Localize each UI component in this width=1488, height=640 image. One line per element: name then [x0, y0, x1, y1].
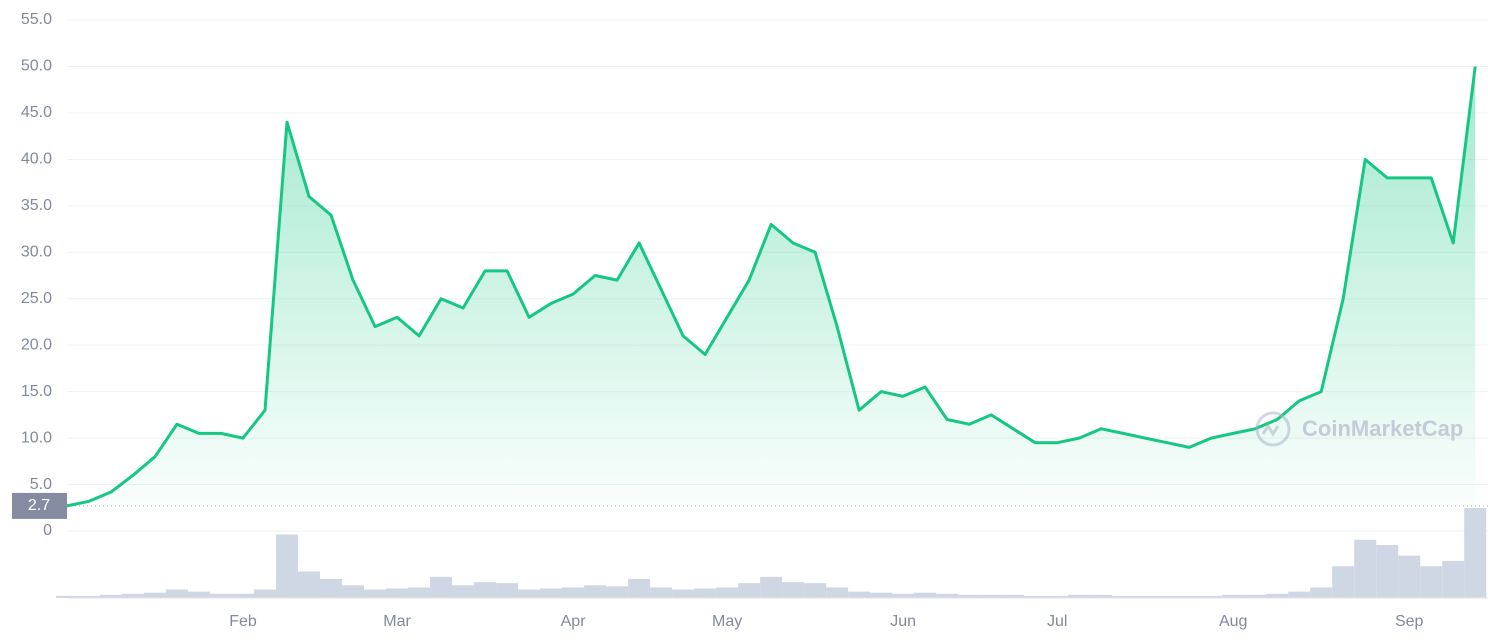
volume-bar: [386, 588, 409, 598]
price-marker-box: [12, 492, 67, 519]
volume-bar: [276, 534, 299, 598]
volume-bar: [1068, 594, 1091, 598]
y-tick-label: 30.0: [21, 243, 52, 260]
y-tick-label: 50.0: [21, 58, 52, 75]
volume-bar: [1156, 595, 1179, 598]
volume-bar: [980, 594, 1003, 598]
volume-bar: [1090, 594, 1113, 598]
volume-bar: [1002, 594, 1025, 598]
volume-bar: [540, 588, 563, 598]
volume-bar: [1134, 595, 1157, 598]
volume-bar: [122, 593, 145, 598]
price-area: [67, 66, 1476, 506]
x-tick-label: Feb: [229, 613, 257, 630]
watermark: CoinMarketCap: [1302, 416, 1463, 441]
volume-bar: [1398, 555, 1421, 598]
y-tick-label: 5.0: [30, 476, 52, 493]
volume-bar: [1112, 595, 1135, 598]
volume-bar: [870, 592, 893, 598]
volume-bar: [342, 585, 365, 598]
x-tick-label: Mar: [383, 613, 411, 630]
volume-bar: [1024, 595, 1047, 598]
volume-bar: [562, 587, 585, 598]
volume-bar: [1046, 595, 1069, 598]
volume-bar: [1376, 545, 1399, 598]
volume-bar: [144, 592, 167, 598]
volume-bar: [650, 587, 673, 598]
volume-bar: [1354, 539, 1377, 598]
volume-bar: [254, 589, 277, 598]
volume-bar: [474, 582, 497, 598]
volume-bar: [672, 589, 695, 598]
volume-bar: [496, 583, 519, 598]
volume-bar: [430, 576, 453, 598]
volume-bar: [738, 583, 761, 598]
volume-bar: [55, 595, 79, 598]
volume-bar: [892, 593, 915, 598]
volume-bar: [1420, 566, 1443, 598]
volume-bar: [1332, 566, 1355, 598]
watermark-logo: [1255, 411, 1291, 447]
y-tick-label: 35.0: [21, 197, 52, 214]
volume-bar: [848, 591, 871, 598]
volume-bar: [364, 589, 387, 598]
y-tick-label: 55.0: [21, 11, 52, 28]
x-tick-label: Apr: [561, 613, 587, 630]
volume-bar: [936, 593, 959, 598]
x-tick-label: Sep: [1395, 613, 1424, 630]
volume-bar: [1442, 560, 1465, 598]
y-tick-label: 40.0: [21, 151, 52, 168]
volume-bar: [166, 589, 189, 598]
volume-bar: [1200, 595, 1223, 598]
volume-bar: [628, 578, 651, 598]
volume-bar: [804, 583, 827, 598]
volume-bar: [694, 588, 717, 598]
x-tick-label: May: [712, 613, 742, 630]
y-tick-label: 10.0: [21, 429, 52, 446]
volume-bar: [320, 578, 343, 598]
y-tick-label: 0: [43, 522, 52, 539]
volume-bar: [1244, 594, 1267, 598]
volume-bar: [232, 593, 255, 598]
volume-bar: [1178, 595, 1201, 598]
volume-bar: [408, 587, 431, 598]
volume-bar: [452, 585, 475, 598]
price-line: [66, 66, 1477, 508]
volume-bar: [716, 587, 739, 598]
volume-bar: [518, 589, 541, 598]
volume-bar: [826, 587, 849, 598]
volume-bar: [1288, 591, 1311, 598]
x-tick-label: Aug: [1219, 613, 1247, 630]
volume-bar: [1310, 587, 1333, 598]
y-tick-label: 20.0: [21, 336, 52, 353]
volume-bar: [1464, 508, 1487, 598]
price-marker-label: 2.7: [28, 497, 50, 514]
volume-bar: [760, 576, 783, 598]
x-tick-label: Jun: [890, 613, 916, 630]
y-tick-label: 25.0: [21, 290, 52, 307]
y-tick-label: 15.0: [21, 383, 52, 400]
volume-bar: [914, 592, 937, 598]
volume-bar: [958, 594, 981, 598]
volume-bar: [782, 582, 805, 598]
volume-bar: [584, 585, 607, 598]
marks: [55, 66, 1488, 599]
volume-bar: [210, 593, 233, 598]
volume-bar: [298, 571, 321, 598]
volume-bar: [100, 594, 123, 598]
volume-bar: [188, 591, 211, 598]
volume-bar: [1266, 593, 1289, 598]
x-tick-label: Jul: [1047, 613, 1067, 630]
volume-bar: [606, 586, 629, 598]
volume-bar: [1222, 594, 1245, 598]
y-tick-label: 45.0: [21, 104, 52, 121]
volume-bar: [78, 595, 101, 598]
